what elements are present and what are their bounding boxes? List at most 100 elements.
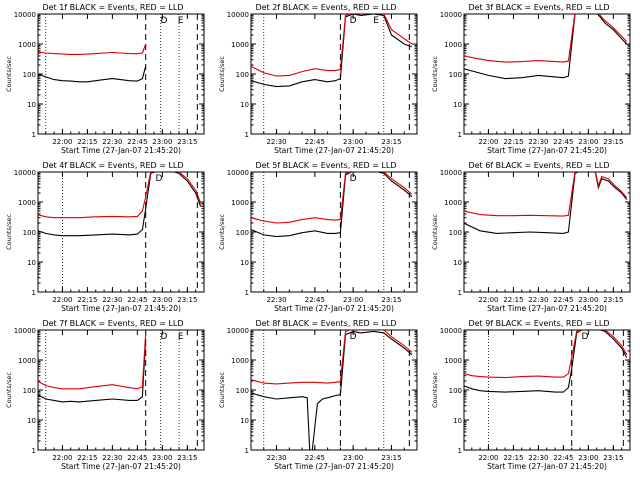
series-events-line: [251, 330, 413, 450]
x-tick-label: 22:00: [52, 454, 72, 462]
annotation-letter: E: [178, 16, 184, 26]
x-tick-label: 22:30: [266, 454, 286, 462]
x-tick-label: 22:30: [102, 454, 122, 462]
panel-det-3: Det 3f BLACK = Events, RED = LLD 1 10 100 10…: [431, 3, 631, 155]
plot-frame: [463, 329, 631, 451]
y-tick-label: 10000: [227, 327, 249, 335]
x-tick-label: 23:00: [343, 454, 363, 462]
y-tick-label: 10000: [14, 327, 36, 335]
x-tick-label: 22:45: [305, 454, 325, 462]
y-tick-label: 100: [23, 387, 36, 395]
x-tick-label: 22:45: [553, 296, 573, 304]
y-tick-label: 1: [245, 447, 249, 455]
x-tick-label: 23:00: [578, 138, 598, 146]
y-tick-label: 1000: [231, 357, 249, 365]
x-tick-label: 22:45: [127, 138, 147, 146]
y-axis-label: Counts/sec: [5, 372, 13, 408]
x-tick-label: 23:00: [578, 296, 598, 304]
annotation-letter: D: [350, 174, 357, 184]
series-events-line: [251, 14, 413, 88]
y-tick-label: 10: [27, 101, 36, 109]
series-lld-line: [251, 14, 413, 77]
x-axis-label: Start Time (27-Jan-07 21:45:20): [274, 462, 394, 471]
y-tick-label: 10: [240, 417, 249, 425]
series-lld-line: [251, 172, 413, 224]
panel-det-8: Det 8f BLACK = Events, RED = LLD 1 10 100 10…: [218, 319, 418, 471]
x-axis-label: Start Time (27-Jan-07 21:45:20): [274, 146, 394, 155]
x-axis-label: Start Time (27-Jan-07 21:45:20): [274, 304, 394, 313]
y-axis-label: Counts/sec: [218, 372, 226, 408]
y-tick-label: 1: [32, 447, 36, 455]
panel-det-7: Det 7f BLACK = Events, RED = LLD 1 10 100 10…: [5, 319, 205, 471]
y-tick-label: 1000: [444, 41, 462, 49]
series-events-line: [464, 14, 628, 80]
y-axis-label: Counts/sec: [218, 214, 226, 250]
annotation-letter: E: [178, 332, 184, 342]
y-tick-label: 10000: [14, 169, 36, 177]
plot-frame: [250, 13, 418, 135]
series-lld-line: [38, 172, 202, 219]
series-lld-line: [251, 330, 413, 385]
series-lld-line: [464, 330, 628, 379]
x-axis-label: Start Time (27-Jan-07 21:45:20): [487, 462, 607, 471]
x-tick-label: 23:15: [177, 138, 197, 146]
y-tick-label: 100: [236, 229, 249, 237]
x-tick-label: 23:00: [343, 296, 363, 304]
x-tick-label: 23:15: [603, 296, 623, 304]
annotation-letter: D: [156, 174, 163, 184]
x-tick-label: 23:15: [381, 296, 401, 304]
y-tick-label: 100: [236, 387, 249, 395]
x-tick-label: 23:15: [603, 454, 623, 462]
panel-title: Det 9f BLACK = Events, RED = LLD: [468, 319, 609, 328]
x-tick-label: 22:45: [127, 454, 147, 462]
annotation-letter: D: [161, 16, 168, 26]
plot-frame: [37, 171, 205, 293]
y-tick-label: 10000: [440, 327, 462, 335]
panel-det-9: Det 9f BLACK = Events, RED = LLD 1 10 100 10…: [431, 319, 631, 471]
x-tick-label: 22:15: [77, 296, 97, 304]
series-events-line: [38, 338, 147, 403]
x-tick-label: 23:15: [603, 138, 623, 146]
x-tick-label: 22:30: [102, 138, 122, 146]
panel-title: Det 5f BLACK = Events, RED = LLD: [255, 161, 396, 170]
series-events-line: [38, 172, 202, 237]
y-axis-label: Counts/sec: [431, 56, 439, 92]
annotation-letter: D: [350, 332, 357, 342]
y-tick-label: 1: [458, 289, 462, 297]
y-tick-label: 10: [27, 417, 36, 425]
y-axis-label: Counts/sec: [431, 372, 439, 408]
series-events-line: [464, 172, 628, 234]
x-tick-label: 22:30: [102, 296, 122, 304]
y-tick-label: 1000: [18, 41, 36, 49]
x-tick-label: 22:15: [77, 138, 97, 146]
plot-frame: [250, 171, 418, 293]
y-tick-label: 10: [453, 259, 462, 267]
x-tick-label: 22:15: [77, 454, 97, 462]
y-tick-label: 10000: [227, 169, 249, 177]
x-tick-label: 23:00: [152, 454, 172, 462]
y-tick-label: 10: [453, 417, 462, 425]
panel-det-6: Det 6f BLACK = Events, RED = LLD 1 10 100 10…: [431, 161, 631, 313]
series-events-line: [251, 172, 413, 238]
y-tick-label: 1000: [444, 199, 462, 207]
x-tick-label: 23:15: [381, 138, 401, 146]
series-lld-line: [38, 43, 147, 55]
x-axis-label: Start Time (27-Jan-07 21:45:20): [61, 304, 181, 313]
x-tick-label: 22:00: [52, 138, 72, 146]
y-tick-label: 10000: [227, 11, 249, 19]
annotation-letter: D: [582, 332, 589, 342]
x-tick-label: 22:00: [478, 296, 498, 304]
x-axis-label: Start Time (27-Jan-07 21:45:20): [487, 304, 607, 313]
series-lld-line: [464, 14, 628, 63]
x-tick-label: 23:15: [177, 296, 197, 304]
y-tick-label: 1: [458, 131, 462, 139]
y-tick-label: 100: [236, 71, 249, 79]
y-tick-label: 1: [245, 131, 249, 139]
series-events-line: [38, 66, 147, 83]
x-axis-label: Start Time (27-Jan-07 21:45:20): [487, 146, 607, 155]
panel-title: Det 1f BLACK = Events, RED = LLD: [42, 3, 183, 12]
y-tick-label: 100: [23, 229, 36, 237]
y-tick-label: 1000: [18, 199, 36, 207]
y-tick-label: 1: [245, 289, 249, 297]
